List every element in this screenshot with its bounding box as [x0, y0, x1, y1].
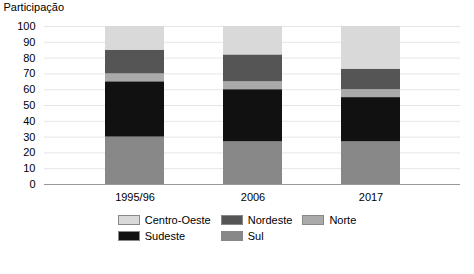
svg-text:1995/96: 1995/96	[115, 191, 155, 203]
svg-text:50: 50	[23, 99, 35, 111]
svg-text:40: 40	[23, 115, 35, 127]
svg-text:100: 100	[17, 20, 35, 32]
svg-text:60: 60	[23, 83, 35, 95]
html-text:Centro-Oeste: Centro-Oeste	[144, 214, 211, 226]
svg-text:2006: 2006	[241, 191, 265, 203]
svg-text:2017: 2017	[359, 191, 383, 203]
svg-text:10: 10	[23, 162, 35, 174]
svg-text:30: 30	[23, 131, 35, 143]
svg-text:80: 80	[23, 52, 35, 64]
svg-text:90: 90	[23, 36, 35, 48]
svg-text:20: 20	[23, 146, 35, 158]
svg-text:Participação: Participação	[4, 1, 65, 13]
html-text:Nordeste: Nordeste	[247, 214, 293, 226]
html-text:Norte: Norte	[329, 214, 357, 226]
svg-text:0: 0	[29, 178, 35, 190]
html-text:Sudeste: Sudeste	[144, 230, 186, 242]
svg-text:70: 70	[23, 67, 35, 79]
html-text:Sul: Sul	[247, 230, 264, 242]
